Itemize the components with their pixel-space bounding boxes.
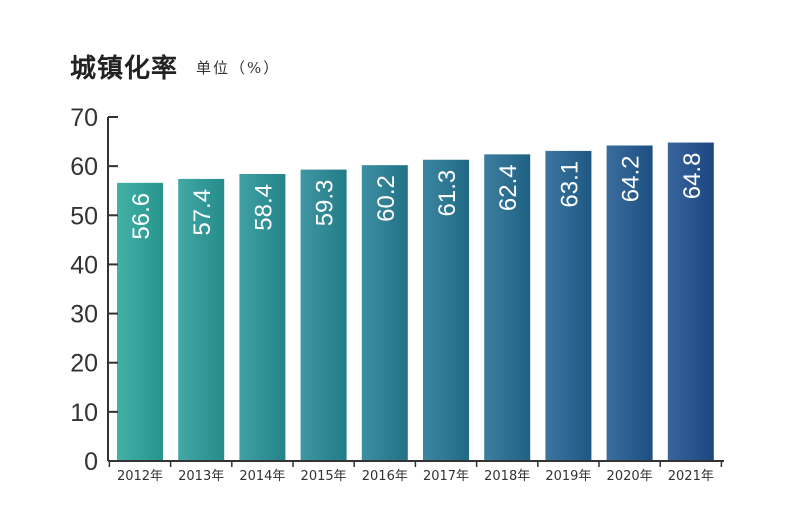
bars-layer: 56.6 57.4 58.4 59.3 60.2 61.3 62.4 63.1 64.2 64.8 (117, 142, 714, 462)
bar-2014年 (239, 174, 286, 461)
x-tick-label: 2018年 (484, 469, 530, 484)
y-tick-label: 0 (84, 448, 98, 476)
bar-value-label: 64.8 (679, 153, 706, 200)
bar-value-label: 64.2 (618, 156, 645, 203)
x-tick-label: 2015年 (301, 469, 347, 484)
bar-2016年 (361, 165, 408, 461)
bar-2018年 (484, 154, 531, 461)
bar-2020年 (606, 145, 653, 461)
bar-value-label: 56.6 (128, 193, 155, 240)
x-tick-label: 2013年 (178, 469, 224, 484)
bar-2013年 (178, 178, 225, 462)
bar-2017年 (423, 159, 469, 462)
y-tick-label: 40 (70, 251, 98, 279)
axis-layer: 2012年 2013年 2014年 2015年 2016年 2017年 2018年 2019年… (70, 104, 724, 484)
y-tick-label: 70 (70, 104, 98, 132)
x-tick-label: 2021年 (668, 469, 714, 484)
y-tick-label: 60 (70, 153, 98, 181)
bar-2019年 (545, 150, 592, 461)
bar-value-label: 57.4 (189, 189, 216, 236)
x-tick-label: 2017年 (423, 469, 469, 484)
y-tick-label: 30 (70, 301, 98, 329)
bar-2015年 (300, 169, 347, 461)
bar-value-label: 58.4 (250, 184, 277, 231)
y-tick-label: 20 (70, 350, 98, 378)
x-tick-label: 2012年 (117, 469, 163, 484)
x-tick-label: 2019年 (545, 469, 591, 484)
y-tick-label: 10 (70, 399, 98, 427)
bar-value-label: 63.1 (556, 161, 583, 208)
bar-value-label: 60.2 (373, 175, 400, 222)
bar-2012年 (117, 182, 163, 461)
bar-value-label: 62.4 (495, 164, 522, 211)
bar-2021年 (667, 142, 714, 461)
bar-value-label: 59.3 (312, 180, 339, 227)
x-tick-label: 2014年 (239, 469, 285, 484)
bar-value-label: 61.3 (434, 170, 461, 217)
chart-unit-label: 单位（%） (196, 59, 281, 77)
x-tick-label: 2016年 (362, 469, 408, 484)
chart-title: 城镇化率 (70, 54, 179, 84)
y-tick-label: 50 (70, 202, 98, 230)
x-tick-label: 2020年 (607, 469, 653, 484)
